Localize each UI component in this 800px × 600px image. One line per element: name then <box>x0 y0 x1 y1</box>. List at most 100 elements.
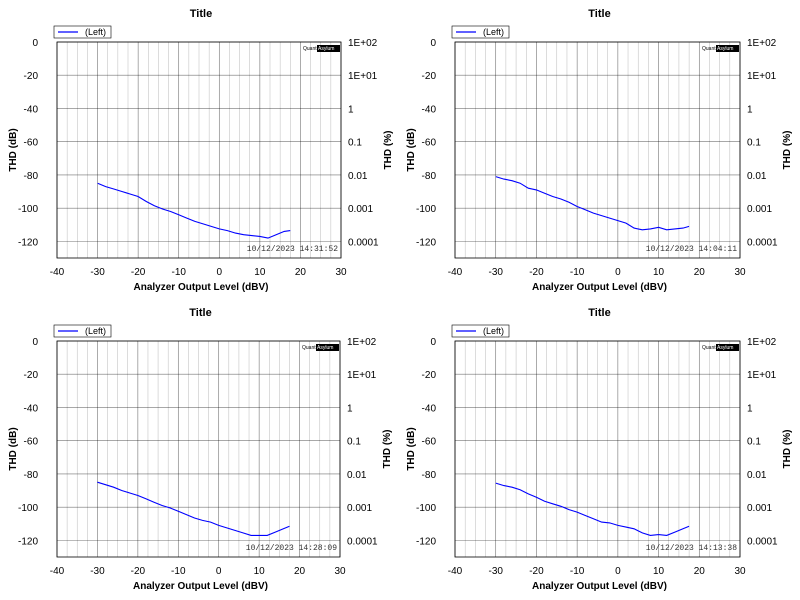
chart-panel-3: Title-40 -30 -20 -10 0 10 20 300-20-40-60-80-10… <box>8 307 393 592</box>
x-axis-label: Analyzer Output Level (dBV) <box>133 282 268 293</box>
y-tick-label: 0 <box>32 337 38 348</box>
y2-tick-label: 0.01 <box>747 171 767 182</box>
y2-tick-label: 1E+01 <box>348 71 378 82</box>
x-tick-label: -10 <box>171 267 186 278</box>
x-tick-label: 0 <box>217 267 223 278</box>
y2-tick-label: 1E+01 <box>747 71 777 82</box>
y-tick-label: -40 <box>422 403 437 414</box>
x-tick-label: 30 <box>734 267 746 278</box>
y2-tick-label: 1 <box>347 403 353 414</box>
x-tick-label: -30 <box>488 566 503 577</box>
x-tick-label: 0 <box>615 566 621 577</box>
x-tick-label: -20 <box>131 566 146 577</box>
logo-text-right: Asylum <box>318 46 334 52</box>
y2-axis-label: THD (%) <box>782 131 793 170</box>
quantasylum-logo: Quant Asylum <box>302 344 339 351</box>
chart-panel-4: Title-40 -30 -20 -10 0 10 20 300-20-40-60-80-10… <box>406 307 793 592</box>
y-tick-label: -80 <box>422 470 437 481</box>
chart-panel-1: Title-40 -30 -20 -10 0 10 20 300-20-40-60-80-10… <box>8 8 394 293</box>
y-tick-label: -20 <box>24 370 39 381</box>
x-tick-label: -10 <box>570 566 585 577</box>
x-tick-label: 10 <box>653 267 665 278</box>
x-tick-label: -30 <box>488 267 503 278</box>
logo-badge <box>716 344 739 351</box>
chart-title: Title <box>588 307 610 319</box>
y2-axis-label: THD (%) <box>782 430 793 469</box>
x-tick-label: -30 <box>90 566 105 577</box>
y2-tick-label: 0.0001 <box>747 237 778 248</box>
logo-text-left: Quant <box>702 345 716 351</box>
y-tick-label: 0 <box>430 337 436 348</box>
logo-text-right: Asylum <box>717 46 733 52</box>
legend: (Left) <box>53 324 112 338</box>
y-tick-label: -100 <box>18 503 38 514</box>
y2-tick-label: 0.0001 <box>747 536 778 547</box>
series-line-left <box>495 482 690 536</box>
y2-tick-label: 1E+01 <box>747 370 777 381</box>
x-tick-label: 0 <box>216 566 222 577</box>
legend: (Left) <box>53 25 112 39</box>
x-tick-label: 10 <box>653 566 665 577</box>
y2-tick-label: 1E+02 <box>747 38 777 49</box>
y-tick-label: 0 <box>32 38 38 49</box>
x-axis-label: Analyzer Output Level (dBV) <box>133 581 268 592</box>
x-tick-label: 30 <box>334 566 346 577</box>
y2-tick-label: 0.001 <box>747 204 772 215</box>
series-line-left <box>495 176 690 231</box>
chart-panel-2: Title-40 -30 -20 -10 0 10 20 300-20-40-60-80-10… <box>406 8 793 293</box>
plot-area <box>57 42 341 258</box>
y-tick-label: -60 <box>24 138 39 149</box>
y2-tick-label: 1 <box>747 403 753 414</box>
x-axis-label: Analyzer Output Level (dBV) <box>532 581 667 592</box>
y-tick-label: -80 <box>24 171 39 182</box>
y2-tick-label: 1E+02 <box>747 337 777 348</box>
y2-tick-label: 0.001 <box>747 503 772 514</box>
x-tick-label: -40 <box>50 267 65 278</box>
y2-tick-label: 0.001 <box>348 204 373 215</box>
quantasylum-logo: Quant Asylum <box>702 344 739 351</box>
y-tick-label: -40 <box>24 104 39 115</box>
y-axis-label: THD (dB) <box>8 128 19 171</box>
y2-tick-label: 1E+02 <box>347 337 377 348</box>
y-tick-label: -80 <box>24 470 39 481</box>
logo-text-left: Quant <box>303 46 317 52</box>
legend-box <box>451 25 510 39</box>
y2-tick-label: 1E+02 <box>348 38 378 49</box>
y2-tick-label: 1 <box>747 104 753 115</box>
legend-label: (Left) <box>483 27 504 37</box>
x-tick-label: -30 <box>90 267 105 278</box>
quantasylum-logo: Quant Asylum <box>303 45 340 52</box>
y-tick-label: -100 <box>416 204 436 215</box>
chart-title: Title <box>189 307 211 319</box>
x-tick-label: 30 <box>335 267 347 278</box>
x-tick-label: -20 <box>131 267 146 278</box>
y2-tick-label: 1E+01 <box>347 370 377 381</box>
x-tick-label: -20 <box>529 267 544 278</box>
legend-label: (Left) <box>85 326 106 336</box>
y-axis-label: THD (dB) <box>8 427 19 470</box>
y-tick-label: -60 <box>422 138 437 149</box>
y2-tick-label: 0.1 <box>347 437 361 448</box>
plot-frame <box>454 41 741 259</box>
y-tick-label: -20 <box>24 71 39 82</box>
y-tick-label: -120 <box>18 237 38 248</box>
x-tick-label: -20 <box>529 566 544 577</box>
y2-tick-label: 0.01 <box>348 171 368 182</box>
legend-box <box>451 324 510 338</box>
y-axis-label: THD (dB) <box>406 128 417 171</box>
y-tick-label: -120 <box>18 536 38 547</box>
x-tick-label: 10 <box>254 267 266 278</box>
y-tick-label: -40 <box>24 403 39 414</box>
chart-title: Title <box>588 8 610 20</box>
legend-label: (Left) <box>85 27 106 37</box>
y2-axis-label: THD (%) <box>383 131 394 170</box>
logo-text-right: Asylum <box>717 345 733 351</box>
x-tick-label: 0 <box>615 267 621 278</box>
y-tick-label: -40 <box>422 104 437 115</box>
y-tick-label: -120 <box>416 237 436 248</box>
quantasylum-logo: Quant Asylum <box>702 45 739 52</box>
x-tick-label: -40 <box>448 566 463 577</box>
x-axis-label: Analyzer Output Level (dBV) <box>532 282 667 293</box>
y-tick-label: -20 <box>422 71 437 82</box>
legend-box <box>53 25 112 39</box>
